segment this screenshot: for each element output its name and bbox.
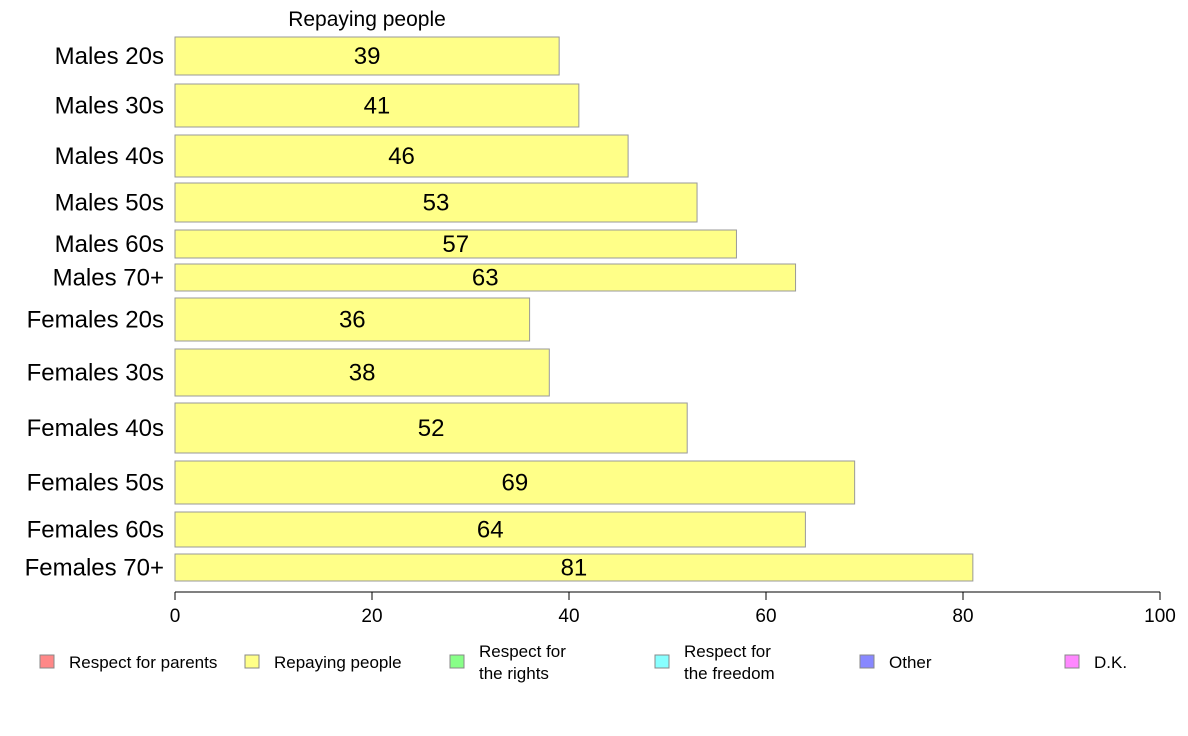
x-tick-label: 0 xyxy=(170,606,181,627)
legend-swatch xyxy=(859,654,875,669)
data-label: 52 xyxy=(418,415,445,442)
bar xyxy=(174,83,580,128)
data-label: 57 xyxy=(442,231,469,258)
x-tick-label: 100 xyxy=(1144,606,1176,627)
legend-swatch xyxy=(449,654,465,669)
x-tick-label: 80 xyxy=(952,606,973,627)
bar xyxy=(174,553,974,582)
data-label: 38 xyxy=(349,360,376,387)
category-label: Males 50s xyxy=(55,190,164,217)
category-label: Females 20s xyxy=(27,307,164,334)
category-label: Males 30s xyxy=(55,93,164,120)
legend-swatch xyxy=(39,654,55,669)
legend: Respect for parents Repaying people Respec… xyxy=(39,642,1127,683)
data-label: 36 xyxy=(339,307,366,334)
bar xyxy=(174,348,550,397)
bars: Males 20s 39 Males 30s 41 Males 40s 46 Males 5… xyxy=(25,36,974,582)
category-label: Males 60s xyxy=(55,231,164,258)
chart-title: Repaying people xyxy=(288,8,446,31)
bar xyxy=(174,460,856,505)
bar xyxy=(174,134,629,178)
legend-label: Other xyxy=(889,653,932,672)
legend-swatch xyxy=(244,654,260,669)
data-label: 69 xyxy=(501,470,528,497)
legend-label: Respect for parents xyxy=(69,653,217,672)
legend-swatch xyxy=(654,654,670,669)
category-label: Females 70+ xyxy=(25,555,164,582)
category-label: Males 70+ xyxy=(53,265,164,292)
legend-label: Respect for the rights xyxy=(479,642,566,683)
bar xyxy=(174,511,806,548)
bar xyxy=(174,36,560,76)
x-tick-label: 40 xyxy=(558,606,579,627)
bar xyxy=(174,229,737,259)
x-tick-label: 60 xyxy=(755,606,776,627)
data-label: 63 xyxy=(472,265,499,292)
data-label: 64 xyxy=(477,517,504,544)
x-tick-label: 20 xyxy=(361,606,382,627)
legend-label: Respect for the freedom xyxy=(684,642,775,683)
bar xyxy=(174,297,531,342)
legend-label: Repaying people xyxy=(274,653,402,672)
data-label: 53 xyxy=(423,190,450,217)
category-label: Females 40s xyxy=(27,415,164,442)
x-axis: 0 20 40 60 80 100 xyxy=(170,591,1176,627)
category-label: Females 60s xyxy=(27,517,164,544)
bar xyxy=(174,402,688,454)
legend-label: D.K. xyxy=(1094,653,1127,672)
data-label: 46 xyxy=(388,143,415,170)
bar xyxy=(174,182,698,223)
data-label: 81 xyxy=(561,555,588,582)
data-label: 39 xyxy=(354,43,381,70)
bar xyxy=(174,263,797,292)
data-label: 41 xyxy=(364,93,391,120)
legend-swatch xyxy=(1064,654,1080,669)
category-label: Males 20s xyxy=(55,43,164,70)
category-label: Females 30s xyxy=(27,360,164,387)
category-label: Males 40s xyxy=(55,143,164,170)
category-label: Females 50s xyxy=(27,470,164,497)
